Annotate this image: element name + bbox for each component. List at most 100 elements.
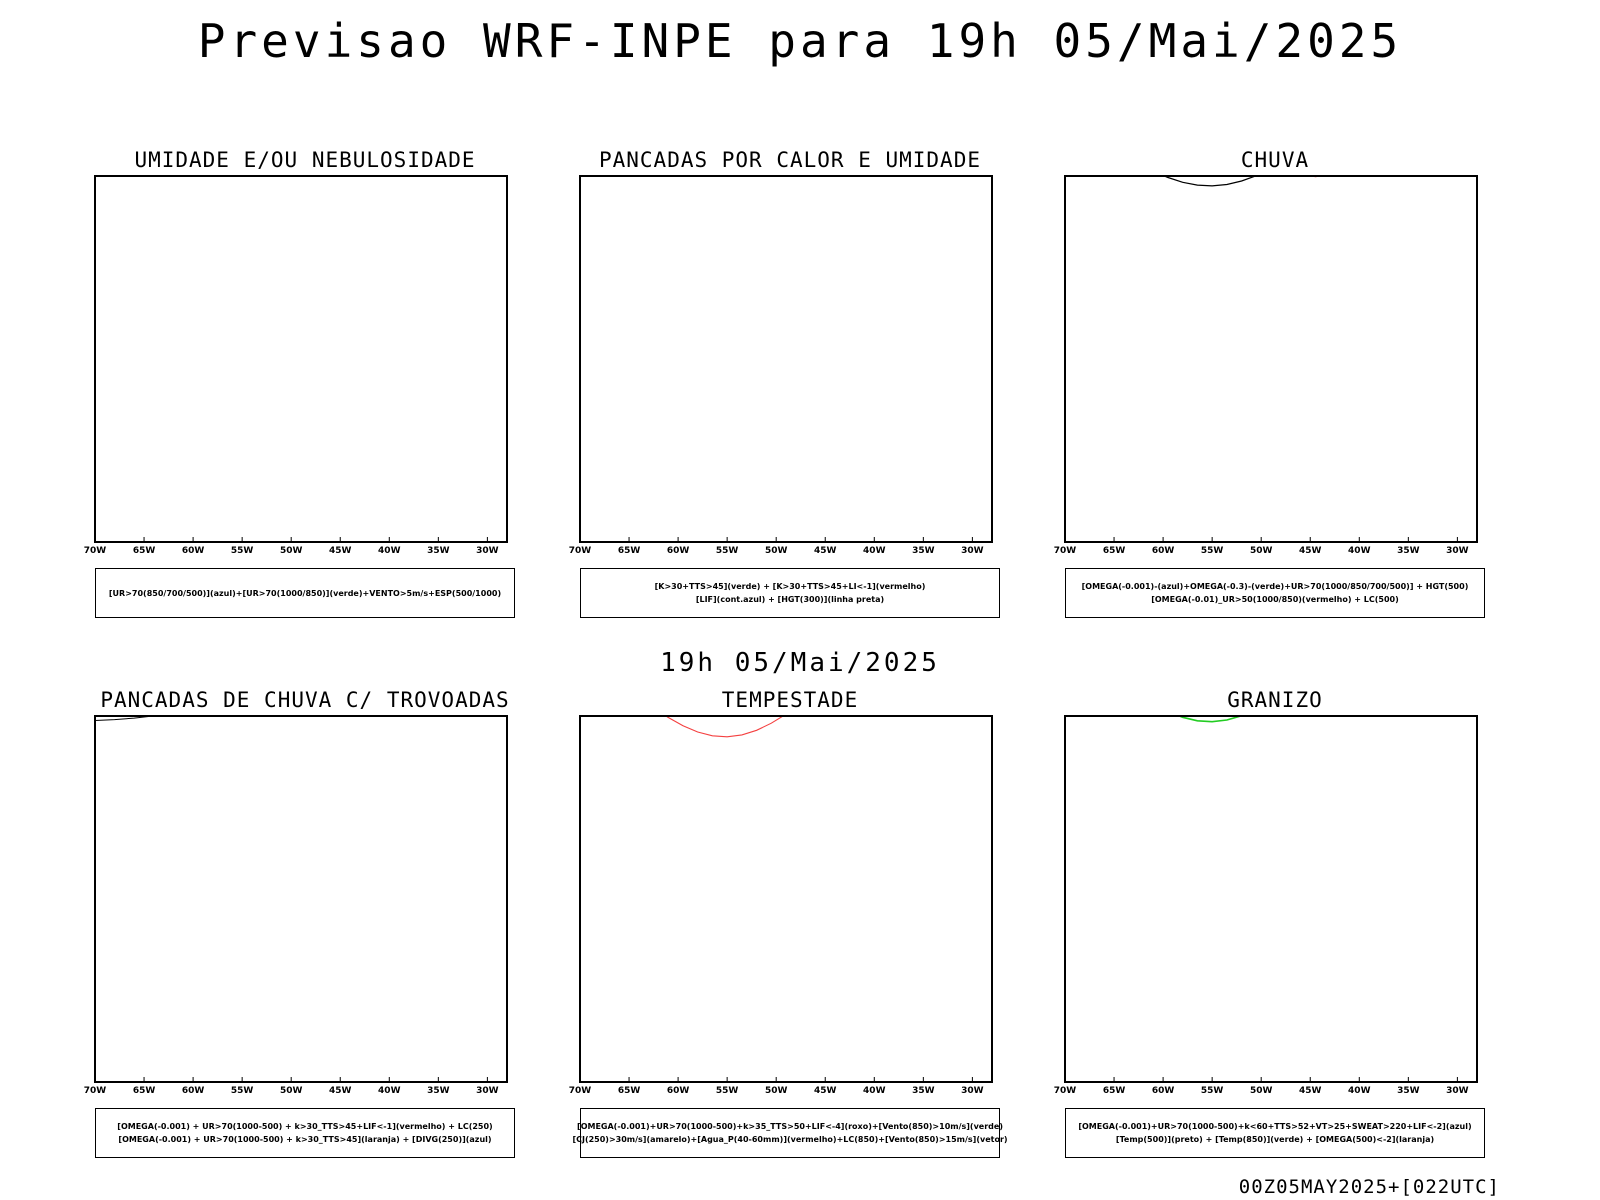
map-fields: 585582579576573570567564561582576570 [1073, 172, 1354, 187]
lon-tick-label: 55W [1201, 546, 1224, 556]
hgt-500-contour [1162, 176, 1258, 187]
legend-line: [Temp(500)](preto) + [Temp(850)](verde) … [1115, 1135, 1435, 1144]
legend-line: [OMEGA(-0.001)+UR>70(1000-500)+k>35_TTS>… [577, 1122, 1003, 1131]
map-chuva: 58558257957657357056756456158257657012S1… [1054, 172, 1478, 556]
lon-tick-label: 60W [1152, 546, 1175, 556]
panel-legend: [UR>70(850/700/500)](azul)+[UR>70(1000/8… [95, 568, 515, 618]
lon-tick-label: 65W [133, 1086, 156, 1096]
legend-line: [OMEGA(-0.001) + UR>70(1000-500) + k>30_… [118, 1135, 492, 1144]
lon-tick-label: 65W [618, 546, 641, 556]
precip-fill-red [1326, 172, 1331, 175]
lon-tick-label: 50W [765, 546, 788, 556]
lon-tick-label: 35W [912, 546, 935, 556]
panel-legend: [OMEGA(-0.001)-(azul)+OMEGA(-0.3)-(verde… [1065, 568, 1485, 618]
lon-tick-label: 55W [716, 546, 739, 556]
panel-tempestade: TEMPESTADE 12S15S18S21S24S27S30S33S36S39… [550, 688, 1030, 1168]
lon-tick-label: 70W [1054, 1086, 1077, 1096]
lon-tick-label: 35W [912, 1086, 935, 1096]
panel-title: CHUVA [1240, 148, 1310, 172]
lon-tick-label: 60W [182, 546, 205, 556]
legend-line: [UR>70(850/700/500)](azul)+[UR>70(1000/8… [108, 588, 502, 598]
lon-tick-label: 40W [863, 1086, 886, 1096]
lon-tick-label: 60W [667, 546, 690, 556]
panel-title: UMIDADE E/OU NEBULOSIDADE [134, 148, 476, 172]
lon-tick-label: 35W [1397, 546, 1420, 556]
precip-fill-red [1350, 172, 1354, 175]
lon-tick-label: 30W [1446, 1086, 1469, 1096]
valid-time-title: 19h 05/Mai/2025 [660, 648, 940, 678]
lon-tick-label: 55W [716, 1086, 739, 1096]
map-pancadas-calor: 9600960095209440936092809200952094409360… [569, 175, 993, 556]
panel-chuva: CHUVA 5855825795765735705675645615825765… [1035, 148, 1515, 628]
lon-tick-label: 55W [231, 546, 254, 556]
panel-legend: [K>30+TTS>45](verde) + [K>30+TTS>45+LI<-… [580, 568, 1000, 618]
lon-tick-label: 40W [378, 546, 401, 556]
panel-granizo: GRANIZO -12-15-18-21-12-15-1812S15S18S21… [1035, 688, 1515, 1168]
lon-tick-label: 60W [182, 1086, 205, 1096]
map-tempestade: 12S15S18S21S24S27S30S33S36S39S42S70W65W6… [569, 715, 993, 1096]
lon-tick-label: 40W [863, 546, 886, 556]
panel-pancadas-calor: PANCADAS POR CALOR E UMIDADE 96009600952… [550, 148, 1030, 628]
lon-tick-label: 65W [1103, 546, 1126, 556]
lon-tick-label: 45W [329, 1086, 352, 1096]
lon-tick-label: 35W [427, 1086, 450, 1096]
map-umidade: 1016101210205705765645585525461016102010… [84, 175, 508, 556]
legend-line: [OMEGA(-0.001) + UR>70(1000-500) + k>30_… [117, 1122, 493, 1131]
legend-line: [OMEGA(-0.001)+UR>70(1000-500)+k<60+TTS>… [1078, 1122, 1472, 1131]
lon-tick-label: 65W [618, 1086, 641, 1096]
map-frame [1064, 175, 1478, 543]
lon-tick-label: 45W [814, 546, 837, 556]
panel-legend: [OMEGA(-0.001)+UR>70(1000-500)+k<60+TTS>… [1065, 1108, 1485, 1158]
lon-tick-label: 55W [231, 1086, 254, 1096]
map-trovoadas: 12S15S18S21S24S27S30S33S36S39S42S70W65W6… [84, 715, 508, 1096]
lon-tick-label: 30W [476, 546, 499, 556]
lon-tick-label: 50W [280, 546, 303, 556]
legend-line: [CJ(250)>30m/s](amarelo)+[Agua_P(40-60mm… [572, 1135, 1008, 1144]
lon-tick-label: 40W [1348, 546, 1371, 556]
legend-line: [OMEGA(-0.01)_UR>50(1000/850)(vermelho) … [1151, 595, 1399, 604]
lon-tick-label: 30W [476, 1086, 499, 1096]
lon-tick-label: 70W [569, 1086, 592, 1096]
panel-legend: [OMEGA(-0.001) + UR>70(1000-500) + k>30_… [95, 1108, 515, 1158]
lon-tick-label: 50W [1250, 546, 1273, 556]
lon-tick-label: 50W [280, 1086, 303, 1096]
lon-tick-label: 70W [84, 546, 107, 556]
lon-tick-label: 55W [1201, 1086, 1224, 1096]
lon-tick-label: 30W [1446, 546, 1469, 556]
lon-tick-label: 30W [961, 546, 984, 556]
lon-tick-label: 70W [569, 546, 592, 556]
lon-tick-label: 35W [427, 546, 450, 556]
lon-tick-label: 45W [814, 1086, 837, 1096]
map-frame [94, 175, 508, 543]
lon-tick-label: 60W [1152, 1086, 1175, 1096]
panel-trovoadas: PANCADAS DE CHUVA C/ TROVOADAS 12S15S18S… [65, 688, 545, 1168]
panel-title: PANCADAS DE CHUVA C/ TROVOADAS [100, 688, 510, 712]
precip-fill-red [1144, 172, 1147, 173]
map-frame [579, 175, 993, 543]
lon-tick-label: 60W [667, 1086, 690, 1096]
lon-tick-label: 45W [329, 546, 352, 556]
lon-tick-label: 65W [1103, 1086, 1126, 1096]
lon-tick-label: 30W [961, 1086, 984, 1096]
lon-tick-label: 70W [1054, 546, 1077, 556]
main-title: Previsao WRF-INPE para 19h 05/Mai/2025 [197, 14, 1403, 68]
panel-title: TEMPESTADE [721, 688, 859, 712]
map-frame [94, 715, 508, 1083]
run-timestamp: 00Z05MAY2025+[022UTC] [1238, 1176, 1500, 1198]
map-frame [1064, 715, 1478, 1083]
lon-tick-label: 50W [1250, 1086, 1273, 1096]
lon-tick-label: 40W [1348, 1086, 1371, 1096]
panel-legend: [OMEGA(-0.001)+UR>70(1000-500)+k>35_TTS>… [572, 1108, 1008, 1158]
panel-title: GRANIZO [1227, 688, 1323, 712]
map-frame [579, 715, 993, 1083]
lon-tick-label: 40W [378, 1086, 401, 1096]
lon-tick-label: 45W [1299, 1086, 1322, 1096]
lon-tick-label: 35W [1397, 1086, 1420, 1096]
legend-line: [LIF](cont.azul) + [HGT(300)](linha pret… [695, 595, 885, 604]
legend-line: [K>30+TTS>45](verde) + [K>30+TTS>45+LI<-… [654, 582, 926, 591]
lon-tick-label: 50W [765, 1086, 788, 1096]
precip-fill-red [1102, 172, 1107, 173]
lon-tick-label: 65W [133, 546, 156, 556]
legend-line: [OMEGA(-0.001)-(azul)+OMEGA(-0.3)-(verde… [1081, 582, 1469, 591]
map-granizo: -12-15-18-21-12-15-1812S15S18S21S24S27S3… [1054, 715, 1478, 1096]
